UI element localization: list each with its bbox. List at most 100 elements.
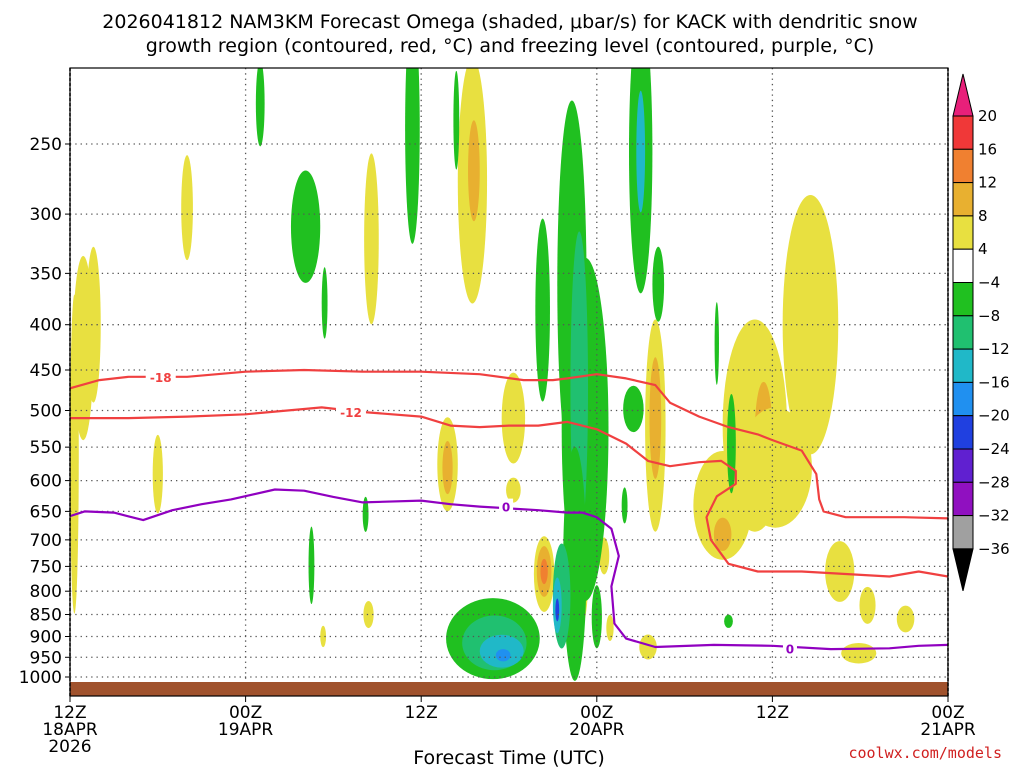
omega-rising-region-12 (501, 372, 526, 464)
omega-sinking-region-49 (652, 246, 665, 322)
colorbar-band-11 (952, 481, 974, 517)
contour-labels: -18 -12 0 0 (145, 368, 797, 656)
omega-sinking-region-38 (405, 68, 420, 244)
colorbar-band-9 (952, 415, 974, 450)
colorbar-band-5 (952, 282, 974, 317)
colorbar-tick-label-7: −12 (978, 340, 1010, 358)
colorbar-tick-label-0: 20 (978, 107, 997, 125)
omega-sinking-region-57 (555, 598, 560, 622)
x-tick-label-0-1: 18APR (42, 720, 98, 740)
y-tick-label-550: 550 (30, 438, 62, 458)
y-tick-label-950: 950 (30, 648, 62, 668)
y-tick-label-300: 300 (30, 205, 62, 225)
y-tick-label-900: 900 (30, 627, 62, 647)
dgz-minus12-label-bg (335, 404, 366, 420)
x-tick-label-0-2: 2026 (48, 737, 91, 757)
omega-rising-region-4 (181, 155, 193, 261)
pressure-gridlines (70, 68, 948, 682)
omega-sinking-region-36 (290, 170, 321, 283)
dgz-minus18-label-bg (145, 368, 176, 384)
omega-sinking-region-53 (724, 614, 733, 628)
omega-rising-region-13 (506, 477, 521, 503)
colorbar-tick-label-4: 4 (978, 240, 988, 258)
omega-rising-region-11 (442, 441, 453, 495)
temperature-contours (70, 368, 948, 651)
y-tick-label-750: 750 (30, 557, 62, 577)
omega-sinking-region-40 (308, 526, 315, 605)
plot-area (70, 68, 948, 696)
omega-shading (70, 68, 915, 681)
colorbar-band-3 (952, 215, 974, 250)
x-tick-label-0-0: 12Z (53, 703, 86, 723)
colorbar-bottom-arrow (952, 548, 974, 592)
x-axis-label: Forecast Time (UTC) (413, 747, 604, 768)
chart-title-line2: growth region (contoured, red, °C) and f… (146, 35, 875, 57)
omega-rising-region-2 (86, 246, 101, 403)
x-tick-label-1-0: 00Z (229, 703, 262, 723)
omega-sinking-region-42 (535, 218, 550, 402)
omega-sinking-region-39 (453, 70, 460, 170)
x-tick-label-5-0: 00Z (931, 703, 964, 723)
chart-title-line1: 2026041812 NAM3KM Forecast Omega (shaded… (102, 11, 917, 33)
x-tick-label-3-1: 20APR (569, 720, 625, 740)
y-tick-label-1000: 1000 (19, 668, 62, 688)
freezing-level-0-label-1-bg (782, 640, 797, 656)
plot-frame (69, 67, 949, 697)
colorbar-band-10 (952, 448, 974, 483)
omega-rising-region-6 (363, 600, 374, 629)
colorbar-tick-label-6: −8 (978, 307, 1000, 325)
y-axis-pressure: 2503003504004505005506006507007508008509… (19, 135, 70, 688)
y-tick-label-500: 500 (30, 402, 62, 422)
x-tick-label-4-0: 12Z (756, 703, 789, 723)
dgz-minus12-label: -12 (340, 406, 362, 420)
omega-rising-region-30 (738, 407, 812, 528)
dgz-minus18-label: -18 (150, 371, 172, 385)
x-tick-label-3-0: 00Z (580, 703, 613, 723)
y-tick-label-850: 850 (30, 606, 62, 626)
omega-sinking-region-46 (623, 385, 644, 433)
omega-rising-region-5 (364, 153, 379, 325)
freezing-level-0-label-0-bg (499, 498, 514, 514)
y-tick-label-250: 250 (30, 135, 62, 155)
y-tick-label-700: 700 (30, 531, 62, 551)
y-tick-label-450: 450 (30, 361, 62, 381)
omega-sinking-region-58 (591, 585, 602, 649)
omega-rising-region-34 (841, 642, 877, 664)
omega-sinking-region-50 (714, 302, 719, 385)
omega-rising-region-23 (606, 614, 614, 641)
omega-rising-region-31 (825, 541, 855, 602)
freezing-level-0-label-0: 0 (502, 501, 510, 515)
colorbar-tick-label-11: −28 (978, 473, 1010, 491)
colorbar-tick-label-9: −20 (978, 407, 1010, 425)
colorbar-tick-label-1: 16 (978, 140, 997, 158)
colorbar-top-arrow (952, 73, 974, 117)
omega-sinking-region-51 (727, 393, 736, 494)
omega-colorbar: 20 16 12 8 4 −4 −8 −12 −16 −20 −24 −28 −32 −36 (952, 73, 1010, 592)
colorbar-tick-label-10: −24 (978, 440, 1010, 458)
colorbar-band-1 (952, 148, 974, 184)
omega-rising-region-7 (320, 625, 327, 648)
ground-surface (70, 682, 948, 696)
omega-rising-region-32 (859, 586, 876, 624)
colorbar-band-8 (952, 381, 974, 417)
x-tick-label-1-1: 19APR (218, 720, 274, 740)
y-tick-label-350: 350 (30, 264, 62, 284)
colorbar-tick-label-3: 8 (978, 207, 988, 225)
dgz-minus12-contour (70, 406, 948, 578)
colorbar-tick-label-2: 12 (978, 174, 997, 192)
credit-text: coolwx.com/models (848, 744, 1002, 762)
omega-rising-region-29 (782, 195, 839, 455)
x-tick-label-5-1: 21APR (920, 720, 976, 740)
colorbar-band-4 (952, 248, 974, 283)
omega-rising-region-16 (540, 558, 548, 585)
colorbar-tick-label-13: −36 (978, 540, 1010, 558)
omega-sinking-region-41 (362, 496, 369, 532)
dgz-minus18-contour (70, 368, 948, 520)
freezing-level-0-label-1: 0 (786, 642, 794, 656)
colorbar-band-2 (952, 182, 974, 217)
omega-rising-region-3 (152, 434, 163, 514)
omega-sinking-region-52 (621, 487, 628, 524)
y-tick-label-600: 600 (30, 472, 62, 492)
